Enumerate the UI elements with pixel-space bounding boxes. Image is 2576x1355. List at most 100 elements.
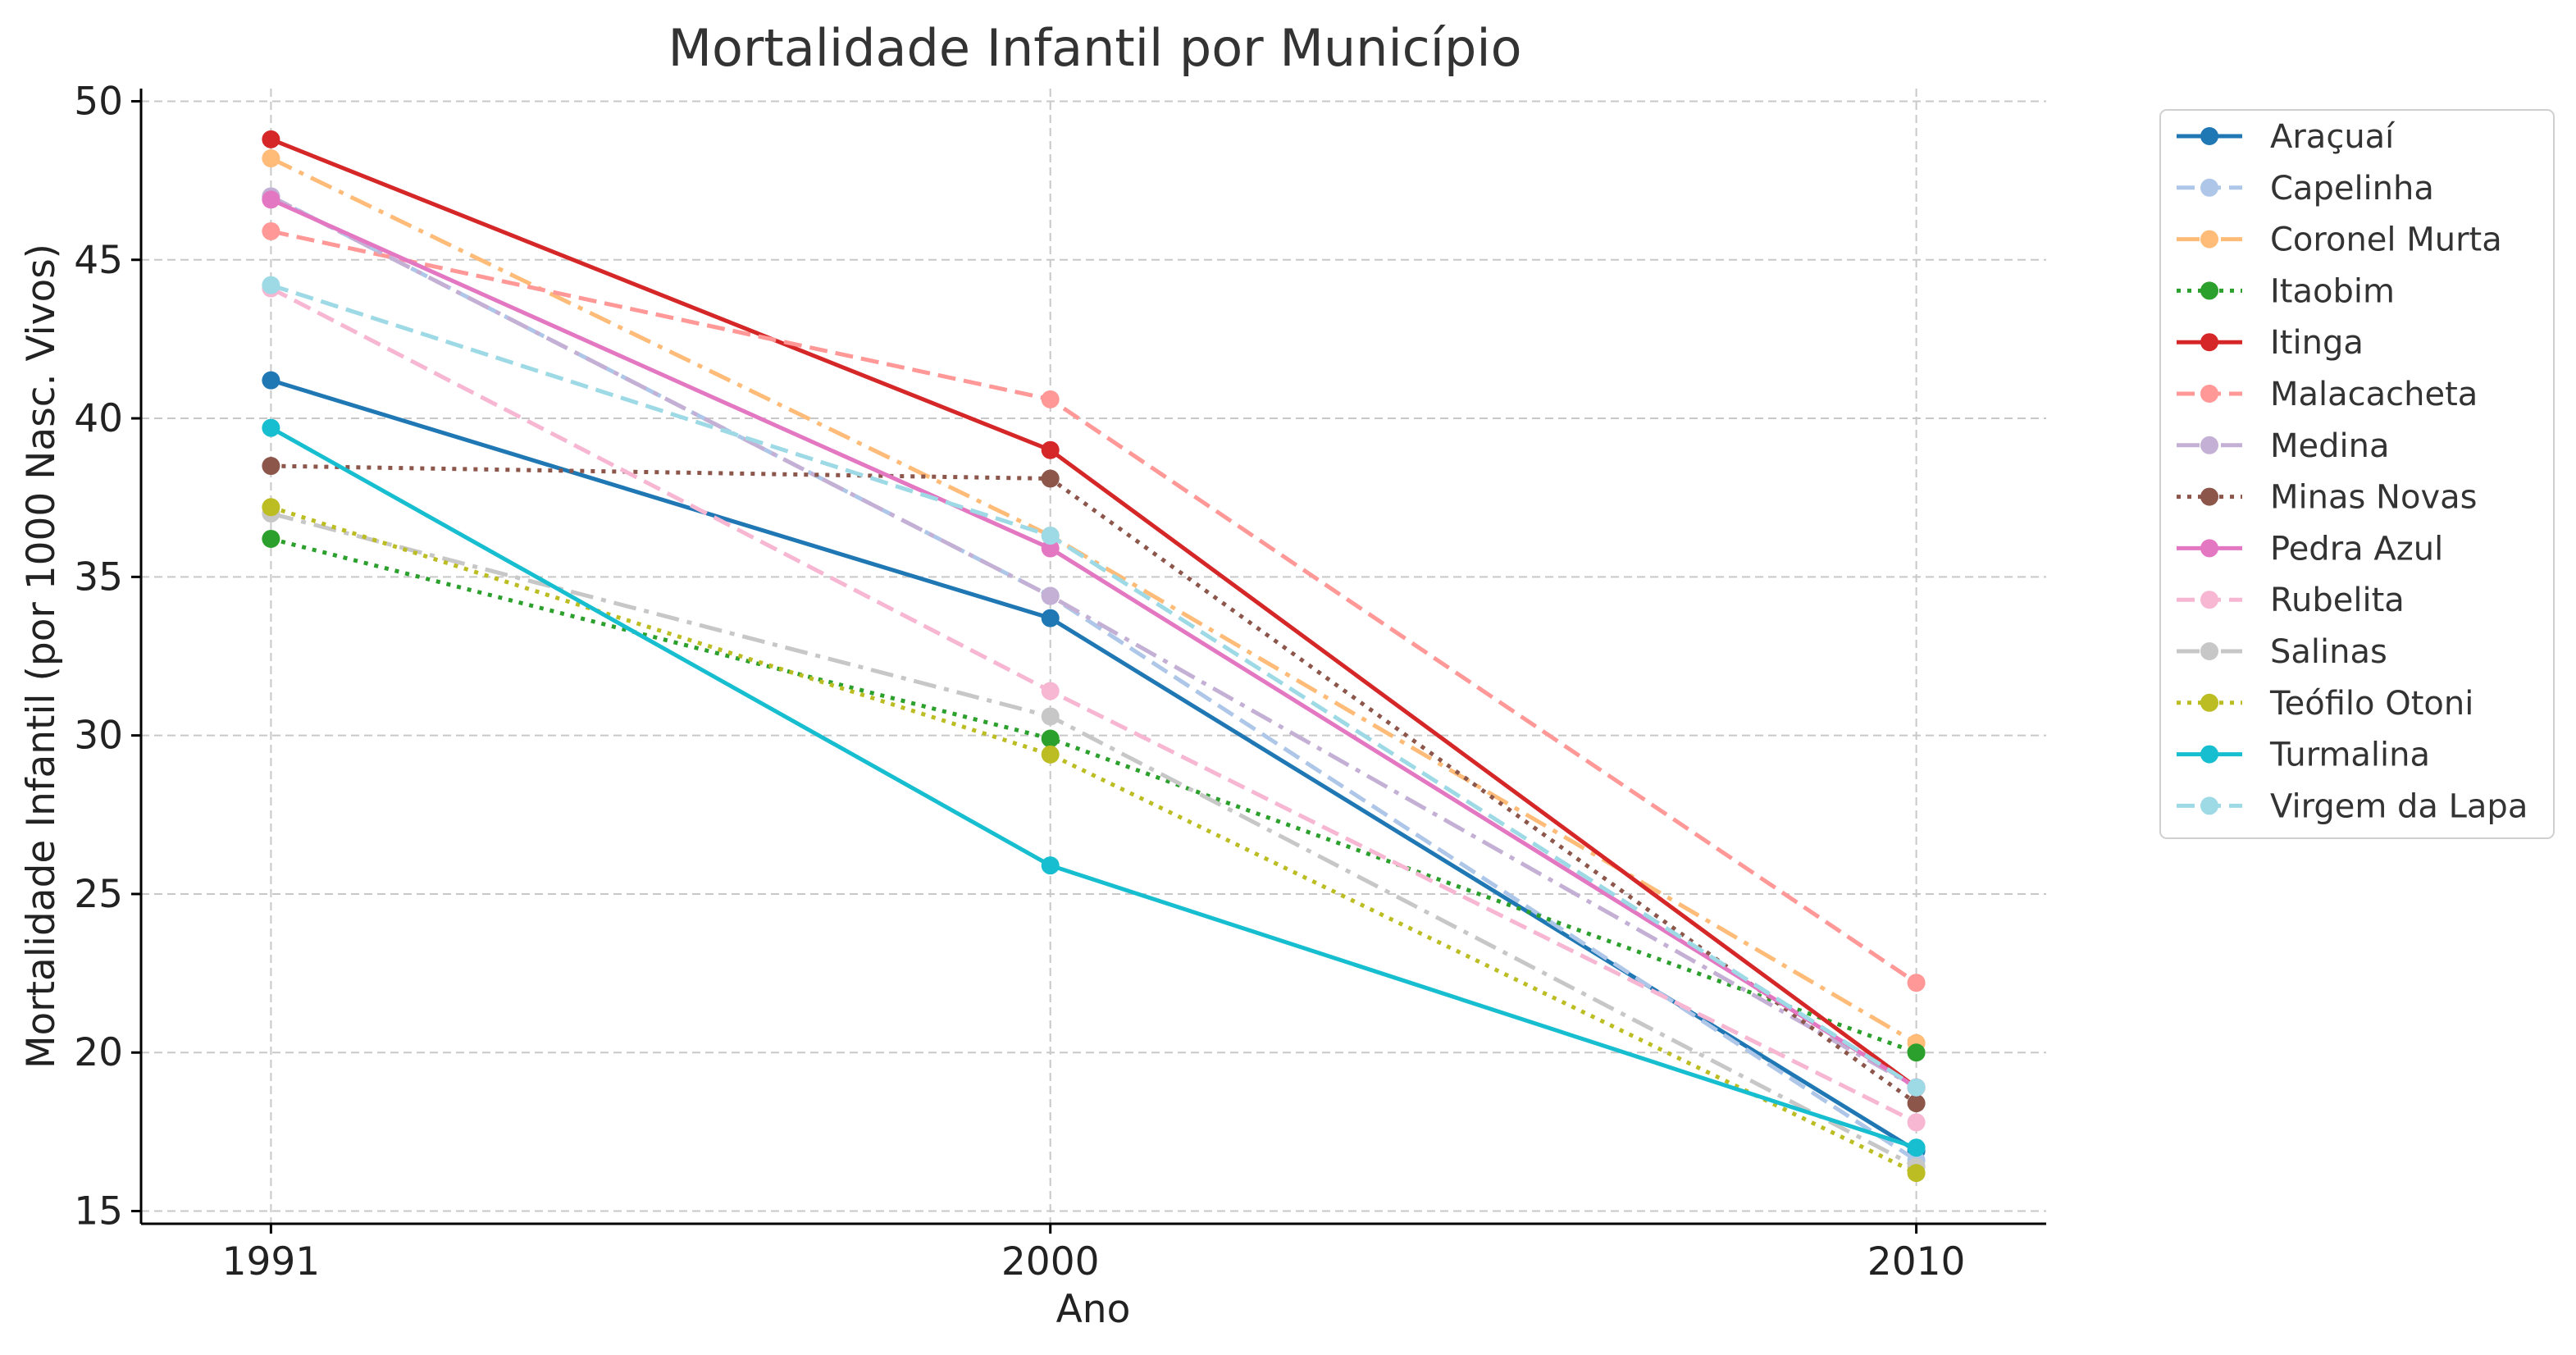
- legend: Araçuaí Capelinha Coronel Murta Itaobim Itin…: [2159, 109, 2555, 839]
- x-tick-label: 2000: [1001, 1239, 1100, 1284]
- series-9: [262, 279, 1926, 1132]
- legend-entry: Medina: [2177, 427, 2390, 465]
- data-point: [262, 190, 280, 209]
- series-line: [270, 137, 1918, 1089]
- x-tick-label: 2010: [1867, 1239, 1966, 1284]
- series-lines: [262, 130, 1926, 1183]
- legend-label: Coronel Murta: [2270, 221, 2502, 259]
- legend-label: Capelinha: [2270, 170, 2434, 208]
- legend-entry: Itaobim: [2177, 272, 2395, 310]
- legend-marker: [2200, 487, 2218, 506]
- series-line: [270, 194, 1917, 1089]
- data-point: [1041, 745, 1060, 764]
- data-point: [1041, 527, 1060, 545]
- series-4: [262, 130, 1926, 1097]
- legend-entry: Teófilo Otoni: [2177, 685, 2473, 723]
- legend-marker: [2200, 333, 2218, 352]
- series-3: [262, 529, 1926, 1062]
- legend-entry: Capelinha: [2177, 170, 2434, 208]
- legend-marker: [2200, 436, 2218, 454]
- legend-marker: [2200, 127, 2218, 145]
- data-point: [262, 371, 280, 390]
- y-tick-label: 20: [74, 1030, 123, 1075]
- series-10: [262, 504, 1926, 1176]
- legend-label: Virgem da Lapa: [2270, 787, 2528, 825]
- data-point: [262, 149, 280, 168]
- series-line: [270, 194, 1917, 1162]
- legend-entry: Minas Novas: [2177, 479, 2477, 517]
- y-tick-label: 45: [74, 238, 123, 283]
- legend-marker: [2200, 178, 2218, 197]
- series-7: [262, 457, 1926, 1113]
- series-line: [270, 536, 1917, 1055]
- legend-label: Malacacheta: [2270, 376, 2478, 413]
- data-point: [1907, 974, 1926, 992]
- y-tick-label: 25: [74, 872, 123, 917]
- data-point: [1041, 707, 1060, 726]
- data-point: [1041, 390, 1060, 408]
- legend-marker: [2200, 745, 2218, 764]
- legend-label: Itinga: [2270, 324, 2364, 362]
- data-point: [262, 498, 280, 517]
- x-axis-label: Ano: [1056, 1287, 1131, 1332]
- data-point: [262, 529, 280, 548]
- legend-entry: Malacacheta: [2177, 376, 2478, 413]
- legend-marker: [2200, 539, 2218, 558]
- legend-label: Rubelita: [2270, 582, 2405, 619]
- data-point: [1041, 469, 1060, 488]
- series-line: [270, 283, 1917, 1089]
- legend-label: Itaobim: [2270, 272, 2395, 310]
- legend-marker: [2200, 281, 2218, 300]
- series-line: [270, 229, 1918, 985]
- legend-entry: Virgem da Lapa: [2177, 787, 2528, 825]
- legend-label: Minas Novas: [2270, 479, 2477, 517]
- legend-entry: Araçuaí: [2177, 118, 2396, 156]
- data-point: [1907, 1094, 1926, 1113]
- data-point: [1907, 1078, 1926, 1097]
- series-11: [262, 498, 1926, 1183]
- series-13: [262, 276, 1926, 1097]
- series-8: [262, 190, 1926, 1097]
- data-point: [1907, 1113, 1926, 1132]
- data-point: [1041, 440, 1060, 459]
- axes: [139, 89, 2046, 1225]
- y-tick-label: 50: [74, 79, 123, 124]
- legend-entry: Coronel Murta: [2177, 221, 2502, 259]
- data-point: [1041, 682, 1060, 700]
- series-6: [262, 187, 1926, 1097]
- data-point: [1041, 729, 1060, 748]
- data-point: [262, 130, 280, 148]
- y-tick-label: 35: [74, 554, 123, 600]
- legend-label: Teófilo Otoni: [2269, 685, 2473, 723]
- series-line: [270, 426, 1917, 1150]
- tick-labels: 15 20 25 30 35 40 45 50 1991 2000 2010: [74, 79, 1965, 1284]
- legend-marker: [2200, 642, 2218, 660]
- legend-label: Medina: [2270, 427, 2390, 465]
- y-axis-label: Mortalidade Infantil (por 1000 Nasc. Viv…: [19, 244, 64, 1069]
- legend-entry: Itinga: [2177, 324, 2364, 362]
- data-point: [1907, 1164, 1926, 1183]
- legend-label: Salinas: [2270, 633, 2387, 671]
- legend-label: Turmalina: [2269, 737, 2430, 774]
- legend-label: Araçuaí: [2270, 118, 2396, 156]
- data-point: [1041, 539, 1060, 558]
- legend-marker: [2200, 796, 2218, 815]
- legend-marker: [2200, 385, 2218, 403]
- legend-marker: [2200, 591, 2218, 609]
- legend-entry: Salinas: [2177, 633, 2387, 671]
- chart-title: Mortalidade Infantil por Município: [668, 18, 1521, 78]
- series-line: [270, 156, 1917, 1045]
- data-point: [262, 276, 280, 294]
- legend-label: Pedra Azul: [2270, 530, 2443, 568]
- y-tick-label: 15: [74, 1189, 123, 1234]
- legend-marker: [2200, 230, 2218, 249]
- legend-entry: Turmalina: [2177, 737, 2430, 774]
- data-point: [1041, 856, 1060, 875]
- series-5: [262, 221, 1926, 992]
- data-point: [262, 418, 280, 437]
- data-point: [1041, 586, 1060, 605]
- data-point: [1907, 1138, 1926, 1157]
- data-point: [262, 221, 280, 240]
- legend-entry: Rubelita: [2177, 582, 2405, 619]
